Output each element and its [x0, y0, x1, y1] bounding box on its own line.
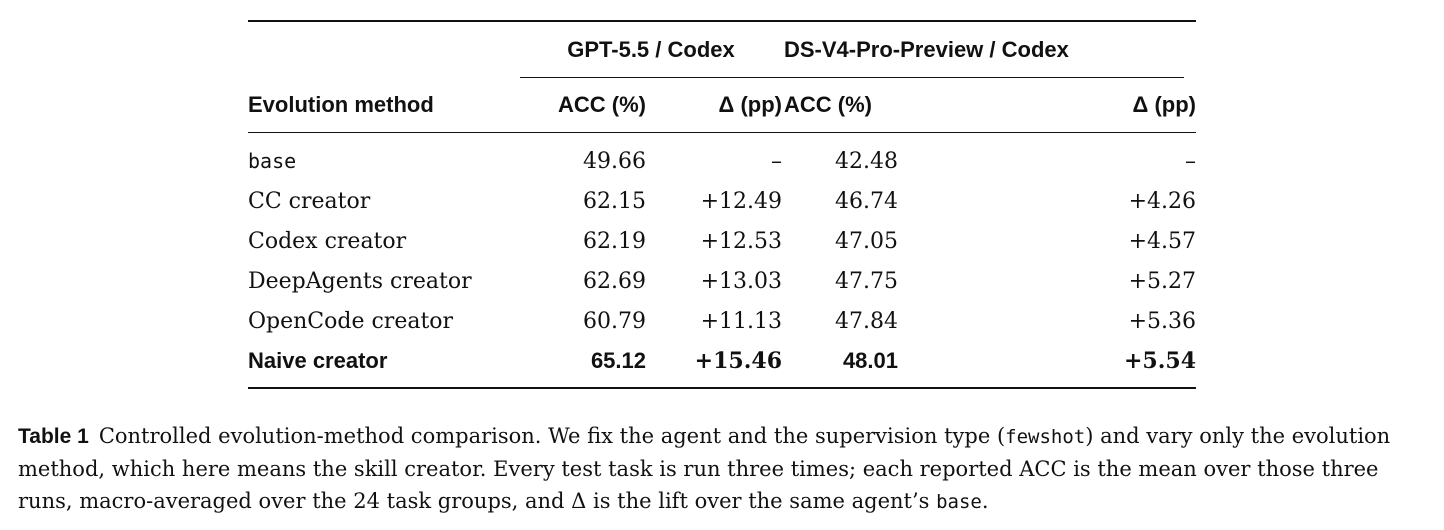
row-method: DeepAgents creator	[248, 268, 472, 294]
row-delta-gpt: +12.49	[700, 188, 782, 214]
table-row: base 49.66 – 42.48 –	[248, 132, 1196, 182]
row-delta-ds: –	[1185, 148, 1196, 174]
row-delta-gpt: +15.46	[694, 348, 782, 374]
table-group-header-row: GPT-5.5 / Codex DS-V4-Pro-Preview / Code…	[248, 21, 1196, 78]
caption-text-1: Controlled evolution-method comparison. …	[98, 424, 1006, 448]
table-caption: Table 1 Controlled evolution-method compa…	[18, 420, 1430, 518]
row-acc-ds-value: 48.01	[842, 348, 898, 373]
table-row-best: Naive creator 65.12 +15.46 48.01 +5.54	[248, 341, 1196, 388]
row-delta-gpt: –	[771, 148, 782, 174]
row-delta-gpt: +11.13	[700, 308, 782, 334]
group-label-ds: DS-V4-Pro-Preview / Codex	[784, 37, 1069, 62]
row-acc-gpt: 62.15	[583, 188, 646, 214]
header-delta-gpt: Δ (pp)	[718, 92, 782, 117]
group-rule-gpt	[520, 77, 790, 78]
row-acc-ds-value: 47.05	[835, 228, 898, 254]
row-method: Codex creator	[248, 228, 407, 254]
row-method: Naive creator	[248, 348, 388, 373]
header-acc-ds: ACC (%)	[784, 92, 872, 117]
row-acc-ds-value: 47.75	[835, 268, 898, 294]
row-delta-ds: +4.57	[1128, 228, 1196, 254]
row-acc-ds-value: 46.74	[835, 188, 898, 214]
row-acc-ds: 46.74	[782, 181, 930, 221]
row-acc-ds: 47.75	[782, 261, 930, 301]
row-acc-ds: 42.48	[782, 133, 930, 182]
row-acc-ds: 47.84	[782, 301, 930, 341]
caption-label: Table 1	[18, 425, 89, 448]
row-delta-ds: +5.36	[1128, 308, 1196, 334]
table-row: Codex creator 62.19 +12.53 47.05 +4.57	[248, 221, 1196, 261]
row-delta-gpt: +12.53	[700, 228, 782, 254]
results-table-container: GPT-5.5 / Codex DS-V4-Pro-Preview / Code…	[248, 20, 1196, 389]
caption-code-base: base	[936, 491, 982, 513]
header-evolution-method: Evolution method	[248, 92, 434, 117]
row-acc-gpt: 62.19	[583, 228, 646, 254]
row-acc-ds-value: 42.48	[835, 148, 898, 174]
row-acc-gpt: 60.79	[583, 308, 646, 334]
results-table: GPT-5.5 / Codex DS-V4-Pro-Preview / Code…	[248, 20, 1196, 389]
row-method: CC creator	[248, 188, 371, 214]
row-acc-gpt: 65.12	[590, 348, 646, 373]
group-rule-ds	[790, 77, 1184, 78]
table-row: DeepAgents creator 62.69 +13.03 47.75 +5…	[248, 261, 1196, 301]
caption-code-fewshot: fewshot	[1005, 426, 1086, 448]
table-row: CC creator 62.15 +12.49 46.74 +4.26	[248, 181, 1196, 221]
row-acc-gpt: 49.66	[583, 148, 646, 174]
row-delta-ds: +5.27	[1128, 268, 1196, 294]
header-acc-gpt: ACC (%)	[558, 92, 646, 117]
row-method: base	[248, 149, 297, 173]
header-delta-ds: Δ (pp)	[1132, 92, 1196, 117]
row-acc-gpt: 62.69	[583, 268, 646, 294]
row-acc-ds-value: 47.84	[835, 308, 898, 334]
row-acc-ds: 48.01	[782, 341, 930, 388]
group-header-ds: DS-V4-Pro-Preview / Codex	[782, 21, 1196, 78]
table-column-header-row: Evolution method ACC (%) Δ (pp) ACC (%) …	[248, 78, 1196, 133]
group-header-gpt: GPT-5.5 / Codex	[520, 21, 790, 78]
row-delta-ds: +4.26	[1128, 188, 1196, 214]
row-acc-ds: 47.05	[782, 221, 930, 261]
table-row: OpenCode creator 60.79 +11.13 47.84 +5.3…	[248, 301, 1196, 341]
caption-text-2: ) and vary only the evolution method, wh…	[18, 424, 1391, 513]
empty-group-cell	[248, 21, 520, 78]
row-delta-ds: +5.54	[1123, 348, 1196, 374]
row-delta-gpt: +13.03	[700, 268, 782, 294]
caption-text-3: .	[981, 489, 989, 513]
row-method: OpenCode creator	[248, 308, 454, 334]
group-label-gpt: GPT-5.5 / Codex	[567, 37, 735, 62]
